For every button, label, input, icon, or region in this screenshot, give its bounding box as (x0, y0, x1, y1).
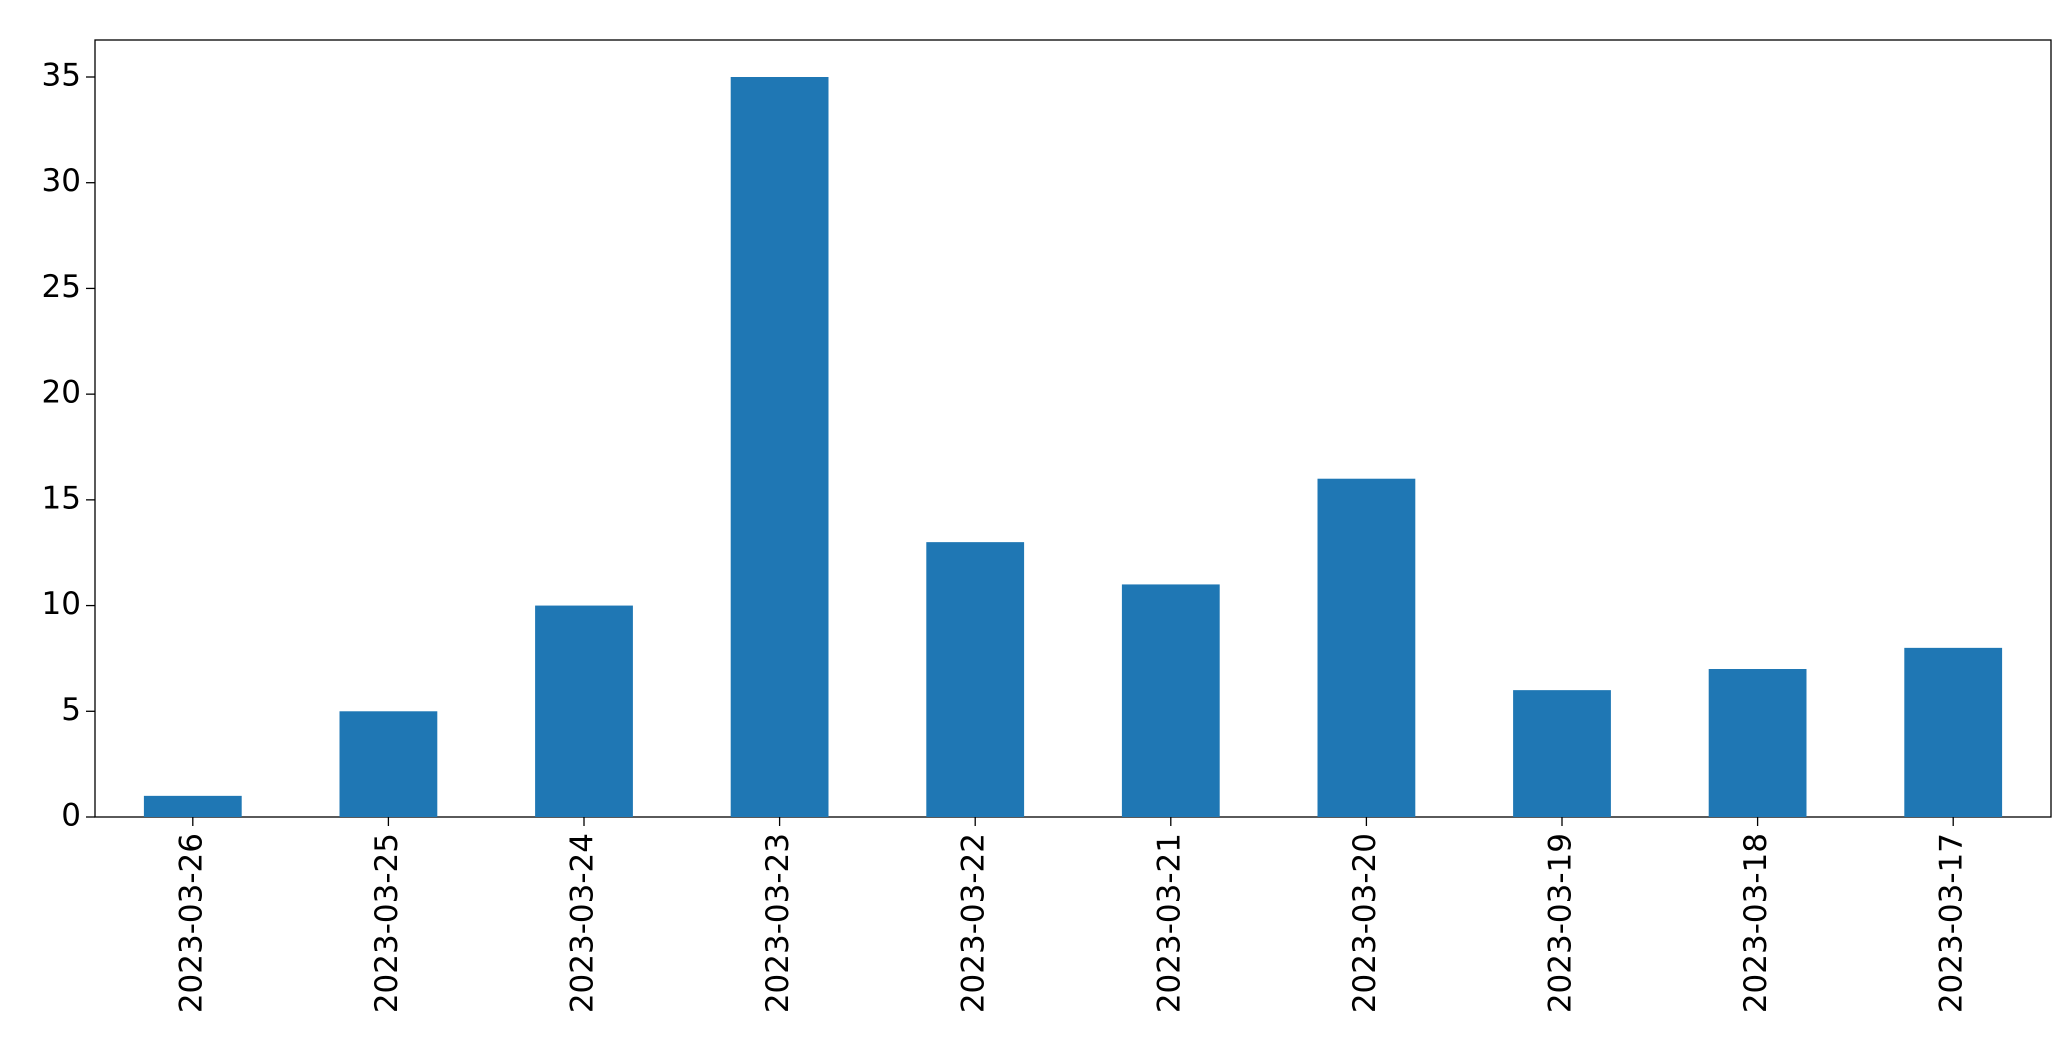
x-tick-label: 2023-03-19 (1543, 833, 1579, 1013)
bar (730, 77, 829, 817)
y-tick-label: 15 (42, 480, 81, 516)
x-tick-label: 2023-03-17 (1934, 833, 1970, 1013)
bar (1708, 669, 1807, 817)
bar (1121, 584, 1220, 817)
y-tick-label: 5 (61, 692, 81, 728)
x-tick-label: 2023-03-26 (173, 833, 209, 1013)
y-tick-label: 10 (42, 586, 81, 622)
bar (535, 605, 633, 817)
x-tick-label: 2023-03-25 (369, 833, 405, 1013)
bar (143, 795, 242, 817)
y-tick-label: 30 (42, 163, 81, 199)
x-tick-label: 2023-03-24 (565, 833, 601, 1013)
x-tick-label: 2023-03-22 (956, 833, 992, 1013)
x-tick-label: 2023-03-23 (760, 833, 796, 1013)
bar (926, 542, 1025, 817)
bar (1317, 478, 1416, 817)
bar (339, 711, 438, 817)
bar (1904, 647, 2003, 817)
y-tick-label: 20 (42, 375, 81, 411)
y-tick-label: 35 (42, 58, 81, 94)
y-tick-label: 0 (61, 798, 81, 834)
y-tick-label: 25 (42, 269, 81, 305)
plot-frame (94, 39, 2052, 818)
x-tick-label: 2023-03-21 (1151, 833, 1187, 1013)
x-tick-label: 2023-03-20 (1347, 833, 1383, 1013)
bar (1513, 690, 1611, 817)
x-tick-label: 2023-03-18 (1738, 833, 1774, 1013)
